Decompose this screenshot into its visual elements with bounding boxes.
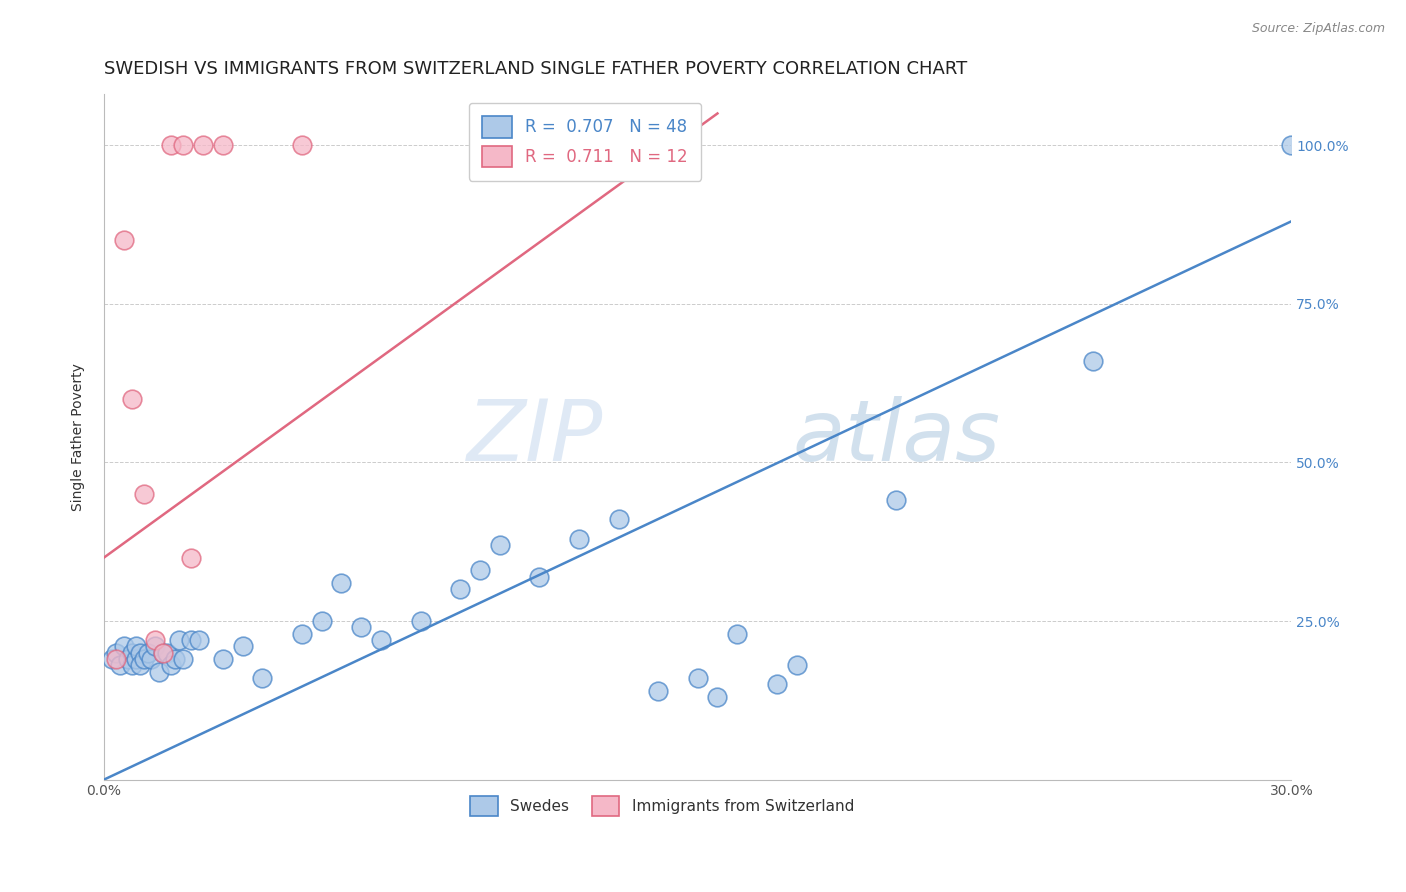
Point	[607, 512, 630, 526]
Point	[121, 658, 143, 673]
Point	[104, 652, 127, 666]
Point	[884, 493, 907, 508]
Point	[350, 620, 373, 634]
Point	[132, 652, 155, 666]
Point	[152, 646, 174, 660]
Point	[124, 640, 146, 654]
Point	[112, 233, 135, 247]
Point	[112, 640, 135, 654]
Point	[172, 652, 194, 666]
Point	[1083, 354, 1105, 368]
Point	[1279, 138, 1302, 153]
Text: Source: ZipAtlas.com: Source: ZipAtlas.com	[1251, 22, 1385, 36]
Point	[725, 626, 748, 640]
Point	[409, 614, 432, 628]
Point	[165, 652, 187, 666]
Point	[647, 683, 669, 698]
Point	[180, 633, 202, 648]
Point	[706, 690, 728, 705]
Point	[104, 646, 127, 660]
Point	[141, 652, 163, 666]
Point	[468, 563, 491, 577]
Point	[211, 138, 233, 153]
Text: SWEDISH VS IMMIGRANTS FROM SWITZERLAND SINGLE FATHER POVERTY CORRELATION CHART: SWEDISH VS IMMIGRANTS FROM SWITZERLAND S…	[104, 60, 967, 78]
Point	[148, 665, 170, 679]
Point	[121, 646, 143, 660]
Point	[124, 652, 146, 666]
Point	[128, 646, 150, 660]
Point	[311, 614, 333, 628]
Point	[330, 576, 353, 591]
Point	[291, 626, 314, 640]
Point	[291, 138, 314, 153]
Point	[188, 633, 211, 648]
Point	[766, 677, 789, 691]
Point	[145, 633, 167, 648]
Point	[160, 658, 183, 673]
Point	[132, 487, 155, 501]
Point	[786, 658, 808, 673]
Point	[191, 138, 214, 153]
Point	[529, 569, 551, 583]
Point	[231, 640, 253, 654]
Point	[370, 633, 392, 648]
Point	[211, 652, 233, 666]
Point	[568, 532, 591, 546]
Point	[449, 582, 471, 597]
Point	[156, 646, 179, 660]
Point	[160, 138, 183, 153]
Point	[145, 640, 167, 654]
Point	[101, 652, 124, 666]
Text: ZIP: ZIP	[467, 395, 603, 478]
Point	[252, 671, 274, 685]
Point	[117, 652, 139, 666]
Point	[136, 646, 159, 660]
Point	[108, 658, 131, 673]
Point	[152, 646, 174, 660]
Point	[121, 392, 143, 406]
Point	[172, 138, 194, 153]
Legend: Swedes, Immigrants from Switzerland: Swedes, Immigrants from Switzerland	[463, 789, 862, 823]
Point	[167, 633, 190, 648]
Point	[180, 550, 202, 565]
Text: atlas: atlas	[793, 395, 1001, 478]
Point	[488, 538, 510, 552]
Point	[128, 658, 150, 673]
Y-axis label: Single Father Poverty: Single Father Poverty	[72, 363, 86, 511]
Point	[686, 671, 709, 685]
